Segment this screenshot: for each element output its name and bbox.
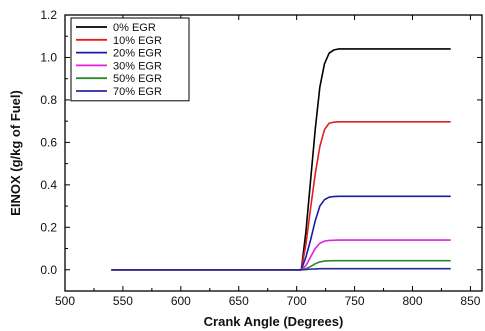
series-lines [111,48,451,271]
x-tick-label: 550 [113,294,133,308]
y-tick-label: 0.8 [40,93,57,107]
legend-label: 0% EGR [113,22,156,34]
legend-label: 50% EGR [113,73,162,85]
y-tick-label: 1.0 [40,50,57,64]
x-tick-label: 700 [287,294,307,308]
y-tick-label: 0.6 [40,135,57,149]
y-tick-label: 0.0 [40,263,57,277]
x-tick-label: 500 [55,294,75,308]
y-tick-label: 0.2 [40,220,57,234]
plot-frame [64,14,483,292]
legend-label: 20% EGR [113,48,162,60]
x-tick-label: 850 [460,294,480,308]
y-axis-label: EINOX (g/kg of Fuel) [8,90,23,216]
x-tick-label: 750 [345,294,365,308]
y-tick-label: 0.4 [40,178,57,192]
x-tick-label: 800 [402,294,422,308]
legend-label: 30% EGR [113,60,162,72]
series-line-3 [111,239,451,271]
x-axis-label: Crank Angle (Degrees) [204,314,344,329]
legend-box [70,17,190,102]
axes: 500 550 600 650 700 750 800 850 0.0 0.2 0.4 0.6 0.8 1… [40,8,483,308]
y-tick-label: 1.2 [40,8,57,22]
x-tick-label: 650 [229,294,249,308]
series-line-5 [111,267,451,271]
legend-label: 10% EGR [113,35,162,47]
series-line-2 [111,195,451,271]
x-tick-label: 600 [171,294,191,308]
legend-label: 70% EGR [113,86,162,98]
